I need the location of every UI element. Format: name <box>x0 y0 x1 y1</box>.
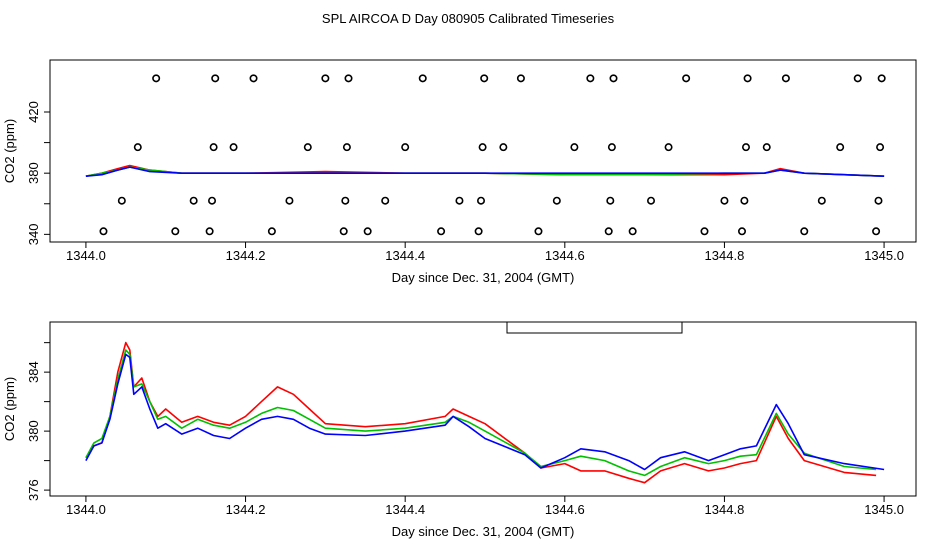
data-point-circle <box>171 227 180 236</box>
data-point-circle <box>401 143 410 152</box>
y-tick-label: 420 <box>26 101 41 123</box>
x-tick-label: 1344.0 <box>66 248 106 263</box>
data-point-circle <box>781 74 790 83</box>
data-point-circle <box>437 227 446 236</box>
data-point-circle <box>762 143 771 152</box>
x-tick-label: 1344.4 <box>385 248 425 263</box>
data-point-circle <box>740 196 749 205</box>
data-point-circle <box>418 74 427 83</box>
data-point-circle <box>455 196 464 205</box>
data-point-circle <box>738 227 747 236</box>
data-point-circle <box>208 196 217 205</box>
data-point-circle <box>682 74 691 83</box>
data-point-circle <box>586 74 595 83</box>
legend-box <box>506 321 683 334</box>
series-line-blue <box>85 353 885 471</box>
data-point-circle <box>516 74 525 83</box>
series-line-red <box>85 341 877 484</box>
data-point-circle <box>478 143 487 152</box>
data-point-circle <box>339 227 348 236</box>
data-point-circle <box>607 143 616 152</box>
data-point-circle <box>477 196 486 205</box>
data-point-circle <box>342 143 351 152</box>
figure-title: SPL AIRCOA D Day 080905 Calibrated Times… <box>322 11 615 26</box>
data-point-circle <box>303 143 312 152</box>
data-point-circle <box>743 74 752 83</box>
y-tick-label: 340 <box>26 224 41 246</box>
data-point-circle <box>344 74 353 83</box>
y-tick-label: 380 <box>26 420 41 442</box>
x-tick-label: 1344.0 <box>66 502 106 517</box>
series-line-green <box>85 349 877 477</box>
data-point-circle <box>267 227 276 236</box>
data-point-circle <box>480 74 489 83</box>
x-tick-label: 1344.6 <box>545 248 585 263</box>
data-point-circle <box>341 196 350 205</box>
series-line-red <box>85 164 885 177</box>
data-point-circle <box>474 227 483 236</box>
data-point-circle <box>876 143 885 152</box>
x-tick-label: 1344.8 <box>705 248 745 263</box>
data-point-circle <box>604 227 613 236</box>
x-axis-label-bottom: Day since Dec. 31, 2004 (GMT) <box>392 524 575 539</box>
data-point-circle <box>836 143 845 152</box>
x-tick-label: 1344.2 <box>226 248 266 263</box>
data-point-circle <box>853 74 862 83</box>
data-point-circle <box>363 227 372 236</box>
y-tick-label: 384 <box>26 361 41 383</box>
data-point-circle <box>664 143 673 152</box>
data-point-circle <box>874 196 883 205</box>
data-point-circle <box>628 227 637 236</box>
data-point-circle <box>606 196 615 205</box>
data-point-circle <box>249 74 258 83</box>
data-point-circle <box>229 143 238 152</box>
data-point-circle <box>534 227 543 236</box>
y-tick-label: 376 <box>26 479 41 501</box>
panel-top: Day since Dec. 31, 2004 (GMT) CO2 (ppm) … <box>2 59 917 285</box>
data-point-circle <box>189 196 198 205</box>
x-tick-label: 1344.8 <box>705 502 745 517</box>
plot-frame-top <box>49 59 917 243</box>
data-point-circle <box>211 74 220 83</box>
y-axis-label-bottom: CO2 (ppm) <box>2 377 17 441</box>
data-point-circle <box>741 143 750 152</box>
data-point-circle <box>872 227 881 236</box>
series-line-green <box>85 166 885 177</box>
series-line-blue <box>85 166 885 177</box>
data-point-circle <box>133 143 142 152</box>
plot-frame-bottom <box>49 321 917 497</box>
data-point-circle <box>570 143 579 152</box>
data-point-circle <box>99 227 108 236</box>
data-point-circle <box>321 74 330 83</box>
data-point-circle <box>700 227 709 236</box>
panel-bottom: Day since Dec. 31, 2004 (GMT) CO2 (ppm) … <box>2 321 917 539</box>
data-point-circle <box>381 196 390 205</box>
x-tick-label: 1344.6 <box>545 502 585 517</box>
data-point-circle <box>285 196 294 205</box>
data-point-circle <box>720 196 729 205</box>
x-tick-label: 1344.4 <box>385 502 425 517</box>
x-tick-label: 1344.2 <box>226 502 266 517</box>
x-tick-label: 1345.0 <box>864 248 904 263</box>
y-axis-label-top: CO2 (ppm) <box>2 119 17 183</box>
data-point-circle <box>609 74 618 83</box>
data-point-circle <box>552 196 561 205</box>
data-point-circle <box>205 227 214 236</box>
data-point-circle <box>800 227 809 236</box>
data-point-circle <box>117 196 126 205</box>
data-point-circle <box>499 143 508 152</box>
data-point-circle <box>647 196 656 205</box>
data-point-circle <box>817 196 826 205</box>
y-tick-label: 380 <box>26 162 41 184</box>
data-point-circle <box>152 74 161 83</box>
x-tick-label: 1345.0 <box>864 502 904 517</box>
data-point-circle <box>209 143 218 152</box>
data-point-circle <box>877 74 886 83</box>
x-axis-label-top: Day since Dec. 31, 2004 (GMT) <box>392 270 575 285</box>
